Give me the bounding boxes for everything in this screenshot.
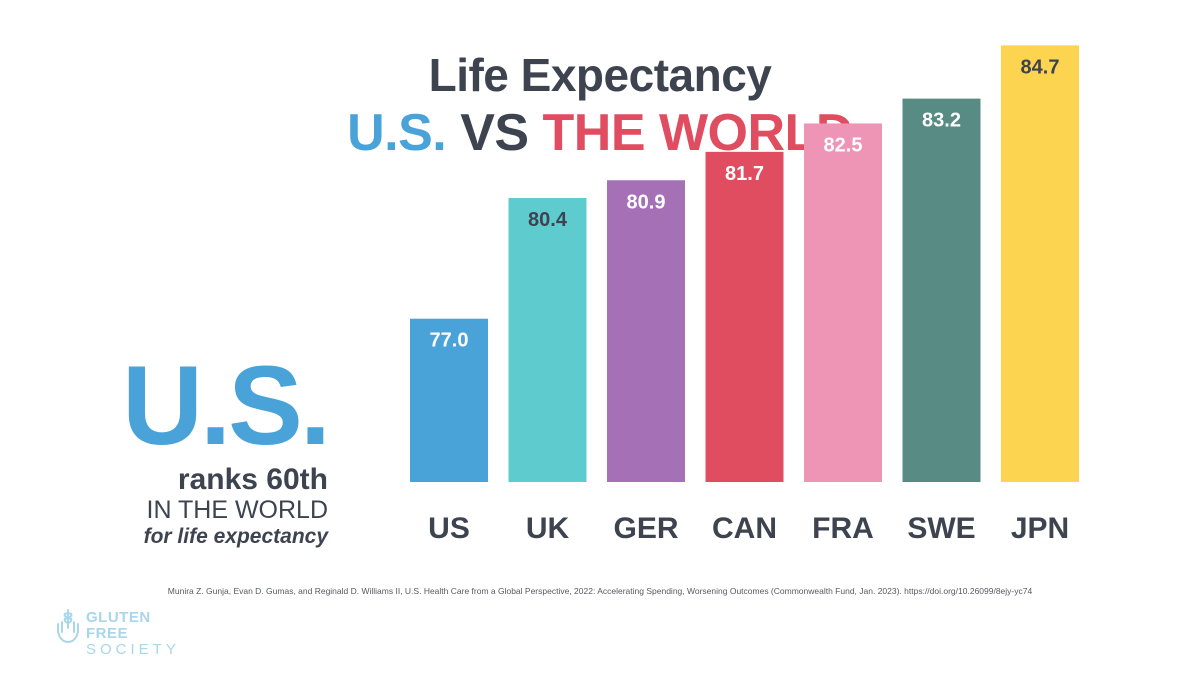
bar-can (705, 151, 784, 482)
bar-fra (804, 123, 882, 482)
callout-us: U.S. (122, 343, 331, 468)
value-label-can: 81.7 (725, 163, 764, 185)
bar-us (410, 318, 488, 482)
chart-title: Life Expectancy U.S. VS THE WORLD (0, 48, 1200, 164)
ranking-callout: U.S. ranks 60th IN THE WORLD for life ex… (118, 343, 331, 550)
category-label-jpn: JPN (1011, 512, 1069, 545)
bar-ger (607, 180, 685, 482)
title-line-1: Life Expectancy (428, 49, 772, 101)
bar-swe (902, 98, 981, 482)
title-us: U.S. (347, 104, 447, 162)
callout-in-world: IN THE WORLD (146, 496, 329, 524)
category-label-us: US (428, 512, 470, 545)
logo-line-1: GLUTEN FREE (86, 609, 151, 642)
logo-text: GLUTEN FREE SOCIETY (86, 610, 180, 658)
category-label-swe: SWE (907, 512, 975, 545)
callout-rank: ranks 60th (177, 463, 328, 496)
value-label-uk: 80.4 (528, 209, 568, 231)
category-label-fra: FRA (812, 512, 874, 545)
value-label-swe: 83.2 (922, 110, 961, 132)
bar-jpn (1001, 45, 1079, 482)
value-label-ger: 80.9 (627, 191, 666, 213)
logo-line-2: SOCIETY (86, 641, 180, 658)
bar-uk (508, 198, 587, 482)
title-vs: VS (460, 104, 529, 162)
title-world: THE WORLD (542, 104, 854, 162)
brand-logo: GLUTEN FREE SOCIETY (54, 606, 176, 658)
value-label-fra: 82.5 (824, 134, 863, 156)
value-label-us: 77.0 (430, 330, 469, 352)
title-line-2: U.S. VS THE WORLD (0, 102, 1200, 164)
callout-for-life-expectancy: for life expectancy (143, 525, 328, 548)
wheat-hand-icon (57, 609, 79, 644)
category-label-can: CAN (712, 512, 777, 545)
source-citation: Munira Z. Gunja, Evan D. Gumas, and Regi… (167, 586, 1033, 596)
category-label-ger: GER (613, 512, 678, 545)
category-label-uk: UK (526, 512, 570, 545)
value-label-jpn: 84.7 (1021, 56, 1060, 78)
